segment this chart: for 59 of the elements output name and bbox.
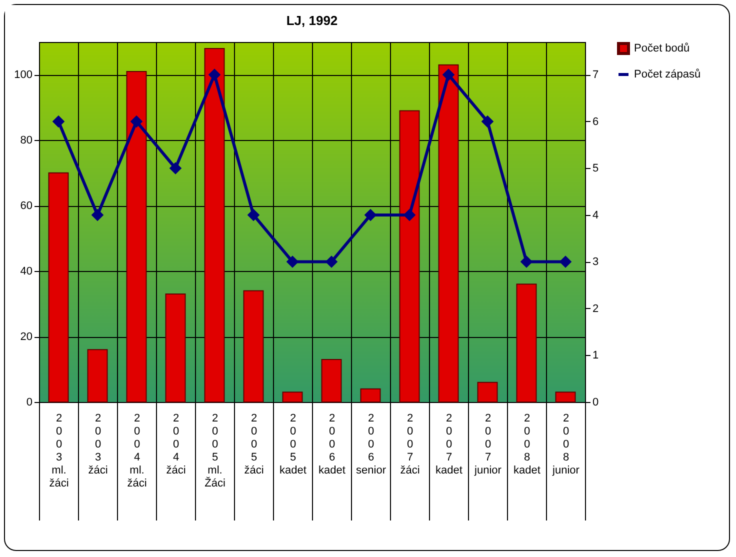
point (560, 256, 572, 268)
point (520, 256, 532, 268)
x-tick-label: 2007 junior (474, 412, 502, 476)
point (52, 116, 64, 128)
point (92, 209, 104, 221)
y2-tick-label: 4 (592, 209, 599, 222)
x-tick-label: 2007 kadet (436, 412, 462, 476)
x-tick-label: 2005 ml. Žáci (204, 412, 226, 490)
y-tick-label: 80 (20, 134, 32, 147)
y2-tick-label: 2 (592, 302, 599, 315)
x-tick-label: 2006 kadet (318, 412, 346, 476)
legend-label: Počet zápasů (634, 68, 701, 80)
bar (48, 172, 69, 402)
legend-label: Počet bodů (634, 42, 690, 54)
bar (360, 388, 381, 402)
bar (399, 110, 420, 402)
x-tick-label: 2007 žáci (400, 412, 420, 476)
bar (477, 382, 498, 402)
point (208, 68, 220, 80)
y-tick-label: 0 (26, 396, 32, 408)
y-tick-label: 100 (14, 69, 32, 82)
bar (555, 392, 576, 402)
bar (516, 284, 537, 402)
point (364, 209, 376, 221)
point (442, 68, 454, 80)
x-tick-label: 2003 ml. žáci (49, 412, 69, 490)
point (130, 116, 142, 128)
x-tick-label: 2004 ml. žáci (127, 412, 147, 490)
x-tick-label: 2006 senior (356, 412, 386, 476)
bar (321, 358, 342, 402)
y-tick-label: 20 (20, 331, 32, 344)
point (170, 162, 182, 174)
point (326, 256, 338, 268)
y2-tick-label: 1 (592, 350, 599, 362)
point (286, 256, 298, 268)
chart-title: LJ, 1992 (286, 13, 338, 28)
bar (87, 349, 108, 402)
point (404, 209, 416, 221)
bar (282, 392, 303, 402)
x-tick-label: 2004 žáci (166, 412, 186, 476)
x-tick-label: 2008 junior (552, 412, 580, 476)
bar (438, 64, 459, 402)
point (482, 116, 494, 128)
y-tick-label: 60 (20, 200, 32, 212)
x-tick-label: 2008 kadet (514, 412, 540, 476)
bar (243, 290, 264, 402)
x-tick-label: 2005 kadet (280, 412, 306, 476)
bar (204, 48, 225, 402)
y2-tick-label: 5 (592, 162, 599, 175)
y2-tick-label: 0 (592, 396, 599, 408)
y2-tick-label: 6 (592, 116, 599, 128)
y-tick-label: 40 (20, 266, 32, 278)
x-tick-label: 2003 žáci (88, 412, 108, 476)
x-tick-label: 2005 žáci (244, 412, 264, 476)
y2-tick-label: 7 (592, 69, 599, 82)
point (248, 209, 260, 221)
bar (165, 294, 186, 402)
bar (126, 70, 147, 402)
y2-tick-label: 3 (592, 256, 599, 268)
